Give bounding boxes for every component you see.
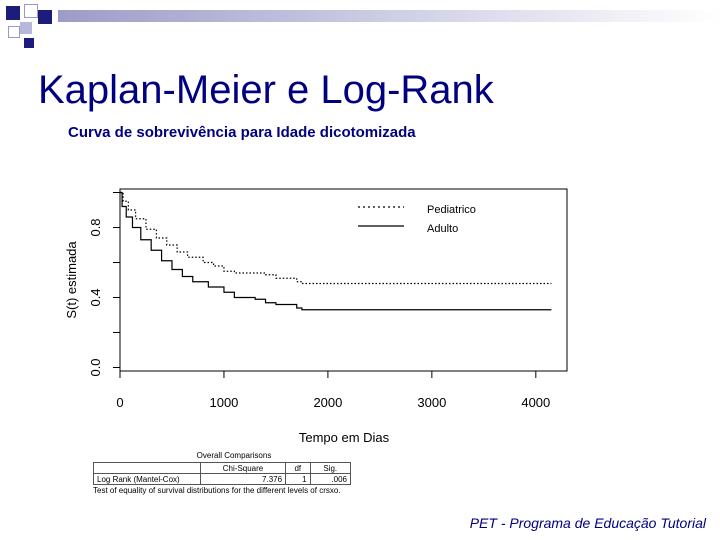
footer-text: PET - Programa de Educação Tutorial — [469, 515, 706, 531]
corner-square-decoration — [38, 10, 52, 24]
x-tick-label: 1000 — [209, 395, 238, 410]
stats-header-cell — [93, 462, 201, 474]
corner-square-decoration — [8, 26, 20, 38]
stats-header-cell: df — [285, 462, 311, 474]
stats-title: Overall Comparisons — [196, 451, 272, 460]
chart-subtitle: Curva de sobrevivência para Idade dicoto… — [68, 124, 416, 141]
y-tick-label: 0.8 — [88, 218, 103, 236]
stats-table: Chi-Square df Sig. Log Rank (Mantel-Cox)… — [93, 462, 352, 485]
y-tick-label: 0.0 — [88, 358, 103, 376]
x-tick-label: 4000 — [521, 395, 550, 410]
legend-label-adulto: Adulto — [427, 223, 458, 235]
stats-footnote: Test of equality of survival distributio… — [93, 486, 341, 495]
corner-square-decoration — [6, 6, 20, 20]
corner-square-decoration — [24, 38, 34, 48]
x-tick-label: 3000 — [417, 395, 446, 410]
plot-frame — [119, 188, 568, 372]
series-line-adulto — [120, 191, 552, 311]
stats-data-row: Log Rank (Mantel-Cox) 7.376 1 .006 — [93, 473, 352, 485]
series-line-pediatrico — [120, 191, 552, 285]
legend: Pediatrico Adulto — [358, 204, 476, 235]
stats-cell: 7.376 — [199, 473, 287, 485]
stats-cell: .006 — [309, 473, 352, 485]
x-axis-label: Tempo em Dias — [299, 430, 390, 445]
header-gradient-bar — [58, 10, 720, 22]
corner-square-decoration — [20, 22, 32, 34]
page-title: Kaplan-Meier e Log-Rank — [38, 68, 494, 112]
legend-label-pediatrico: Pediatrico — [427, 204, 476, 216]
stats-cell: 1 — [285, 473, 311, 485]
stats-header-cell: Chi-Square — [199, 462, 287, 474]
y-axis-label: S(t) estimada — [64, 241, 79, 319]
stats-header-row: Chi-Square df Sig. — [93, 462, 352, 474]
y-tick-label: 0.4 — [88, 288, 103, 306]
x-tick-label: 2000 — [313, 395, 342, 410]
stats-cell: Log Rank (Mantel-Cox) — [93, 473, 201, 485]
stats-header-cell: Sig. — [309, 462, 352, 474]
x-tick-label: 0 — [116, 395, 123, 410]
corner-square-decoration — [24, 4, 38, 18]
stats-table-block: Overall Comparisons Chi-Square df Sig. L… — [93, 451, 355, 495]
